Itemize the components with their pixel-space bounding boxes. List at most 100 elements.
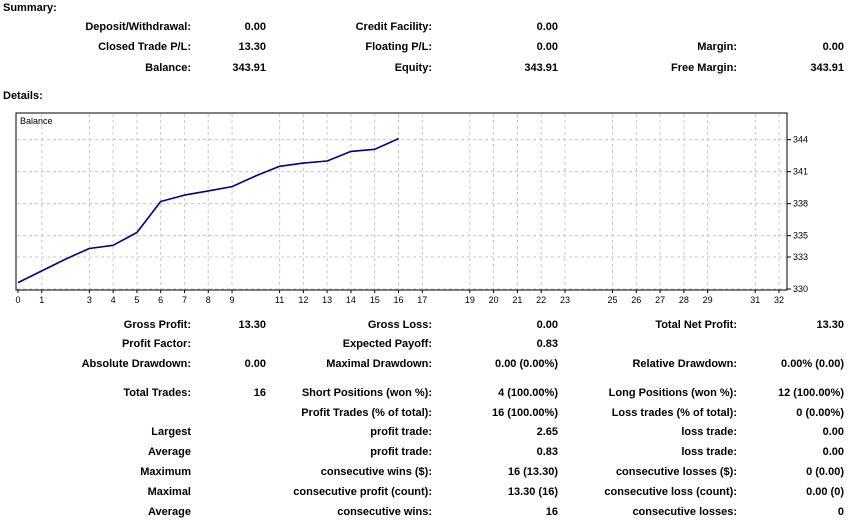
y-tick-label: 344 <box>793 135 808 145</box>
x-tick-label: 31 <box>750 295 760 305</box>
summary-title: Summary: <box>3 2 57 14</box>
x-tick-label: 3 <box>87 295 92 305</box>
total-net-profit-label: Total Net Profit: <box>655 319 737 331</box>
floating-pl-label: Floating P/L: <box>365 41 432 53</box>
free-margin-value: 343.91 <box>810 62 844 74</box>
largest-loss-trade-label: loss trade: <box>681 426 737 438</box>
expected-payoff-label: Expected Payoff: <box>342 338 432 350</box>
x-tick-label: 22 <box>536 295 546 305</box>
x-tick-label: 26 <box>631 295 641 305</box>
closed-trade-pl-value: 13.30 <box>238 41 266 53</box>
x-tick-label: 29 <box>703 295 713 305</box>
total-trades-value: 16 <box>253 387 266 399</box>
margin-value: 0.00 <box>822 41 844 53</box>
x-tick-label: 13 <box>322 295 332 305</box>
x-tick-label: 21 <box>512 295 522 305</box>
relative-drawdown-value: 0.00% (0.00) <box>781 358 844 370</box>
largest-label: Largest <box>151 426 191 438</box>
chart-frame <box>15 112 788 291</box>
expected-payoff-value: 0.83 <box>536 338 558 350</box>
balance-label: Balance: <box>145 62 191 74</box>
x-tick-label: 32 <box>774 295 784 305</box>
floating-pl-value: 0.00 <box>536 41 558 53</box>
maximal-consecutive-profit-value: 13.30 (16) <box>507 486 558 498</box>
chart-grid <box>17 114 786 290</box>
chart-title: Balance <box>20 116 53 126</box>
credit-facility-label: Credit Facility: <box>355 21 432 33</box>
gross-loss-value: 0.00 <box>536 319 558 331</box>
profit-trades-value: 16 (100.00%) <box>491 407 558 419</box>
y-tick-label: 338 <box>793 199 808 209</box>
absolute-drawdown-value: 0.00 <box>244 358 266 370</box>
average-consecutive-losses-value: 0 <box>837 506 844 518</box>
average-label: Average <box>147 446 191 458</box>
maximal-consecutive-loss-value: 0.00 (0) <box>806 486 844 498</box>
x-tick-label: 14 <box>346 295 356 305</box>
x-tick-label: 5 <box>134 295 139 305</box>
x-tick-label: 7 <box>182 295 187 305</box>
balance-series-line <box>17 137 399 284</box>
chart-ticks: 0 1 3 4 5 6 7 8 9 11 12 13 14 15 16 17 19 20 21 22 23 25 26 27 2… <box>15 135 808 305</box>
max-consecutive-wins-label: consecutive wins ($): <box>320 466 432 478</box>
y-tick-label: 333 <box>793 252 808 262</box>
max-consecutive-losses-label: consecutive losses ($): <box>615 466 737 478</box>
x-tick-label: 0 <box>15 295 20 305</box>
max-consecutive-wins-value: 16 (13.30) <box>507 466 558 478</box>
average-consecutive-label: Average <box>147 506 191 518</box>
balance-value: 343.91 <box>232 62 266 74</box>
average-loss-trade-label: loss trade: <box>681 446 737 458</box>
x-tick-label: 19 <box>465 295 475 305</box>
x-tick-label: 16 <box>393 295 403 305</box>
gross-profit-value: 13.30 <box>238 319 266 331</box>
closed-trade-pl-label: Closed Trade P/L: <box>98 41 191 53</box>
y-tick-label: 330 <box>793 284 808 294</box>
maximal-consecutive-profit-label: consecutive profit (count): <box>293 486 432 498</box>
free-margin-label: Free Margin: <box>670 62 737 74</box>
average-consecutive-wins-value: 16 <box>545 506 558 518</box>
average-consecutive-losses-label: consecutive losses: <box>632 506 737 518</box>
x-tick-label: 12 <box>298 295 308 305</box>
x-tick-label: 25 <box>608 295 618 305</box>
x-tick-label: 23 <box>560 295 570 305</box>
maximal-label: Maximal <box>147 486 191 498</box>
short-positions-label: Short Positions (won %): <box>301 387 432 399</box>
maximal-drawdown-label: Maximal Drawdown: <box>326 358 432 370</box>
deposit-withdrawal-label: Deposit/Withdrawal: <box>85 21 191 33</box>
x-tick-label: 15 <box>370 295 380 305</box>
maximal-drawdown-value: 0.00 (0.00%) <box>495 358 558 370</box>
details-title: Details: <box>3 90 43 102</box>
x-tick-label: 11 <box>275 295 284 305</box>
equity-label: Equity: <box>394 62 432 74</box>
relative-drawdown-label: Relative Drawdown: <box>632 358 737 370</box>
max-consecutive-losses-value: 0 (0.00) <box>806 466 844 478</box>
x-tick-label: 4 <box>111 295 116 305</box>
long-positions-value: 12 (100.00%) <box>777 387 844 399</box>
absolute-drawdown-label: Absolute Drawdown: <box>81 358 191 370</box>
largest-loss-trade-value: 0.00 <box>822 426 844 438</box>
gross-loss-label: Gross Loss: <box>367 319 432 331</box>
loss-trades-label: Loss trades (% of total): <box>611 407 737 419</box>
maximal-consecutive-loss-label: consecutive loss (count): <box>604 486 737 498</box>
x-tick-label: 17 <box>417 295 427 305</box>
maximum-label: Maximum <box>140 466 191 478</box>
total-trades-label: Total Trades: <box>123 387 191 399</box>
long-positions-label: Long Positions (won %): <box>608 387 737 399</box>
x-tick-label: 6 <box>158 295 163 305</box>
x-tick-label: 28 <box>679 295 689 305</box>
largest-profit-trade-value: 2.65 <box>536 426 558 438</box>
average-profit-trade-label: profit trade: <box>370 446 432 458</box>
x-tick-label: 20 <box>489 295 499 305</box>
short-positions-value: 4 (100.00%) <box>498 387 558 399</box>
largest-profit-trade-label: profit trade: <box>370 426 432 438</box>
deposit-withdrawal-value: 0.00 <box>244 21 266 33</box>
loss-trades-value: 0 (0.00%) <box>796 407 844 419</box>
profit-trades-label: Profit Trades (% of total): <box>301 407 432 419</box>
gross-profit-label: Gross Profit: <box>123 319 191 331</box>
balance-chart: 0 1 3 4 5 6 7 8 9 11 12 13 14 15 16 17 19 20 21 22 23 25 26 27 2… <box>15 112 808 305</box>
profit-factor-label: Profit Factor: <box>121 338 191 350</box>
credit-facility-value: 0.00 <box>536 21 558 33</box>
x-tick-label: 9 <box>230 295 235 305</box>
margin-label: Margin: <box>697 41 737 53</box>
x-tick-label: 8 <box>206 295 211 305</box>
x-tick-label: 27 <box>655 295 665 305</box>
